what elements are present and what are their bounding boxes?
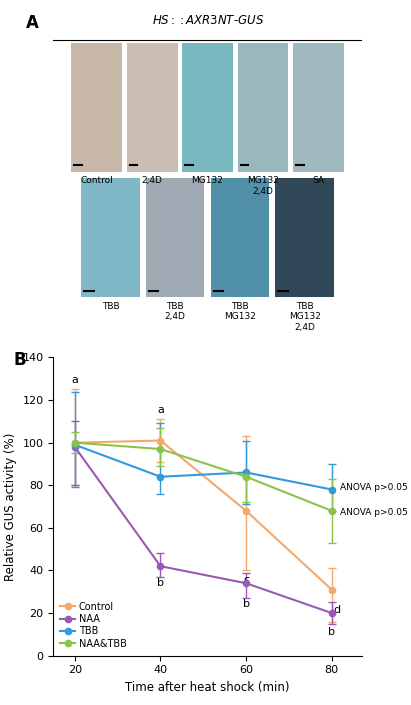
Bar bbox=[238, 43, 289, 171]
Text: a: a bbox=[157, 405, 164, 415]
Bar bbox=[89, 51, 104, 165]
Text: b: b bbox=[328, 627, 335, 637]
X-axis label: Time after heat shock (min): Time after heat shock (min) bbox=[125, 681, 290, 694]
Text: B: B bbox=[13, 352, 26, 369]
Text: ANOVA p>0.05: ANOVA p>0.05 bbox=[340, 483, 408, 492]
Bar bbox=[275, 178, 334, 298]
Bar bbox=[311, 51, 326, 165]
Y-axis label: Relative GUS activity (%): Relative GUS activity (%) bbox=[4, 432, 17, 581]
Text: ANOVA p>0.05: ANOVA p>0.05 bbox=[340, 508, 408, 517]
Bar bbox=[255, 51, 271, 165]
Text: a: a bbox=[72, 375, 78, 385]
Text: TBB: TBB bbox=[102, 302, 119, 311]
Bar bbox=[71, 43, 122, 171]
Bar bbox=[146, 178, 205, 298]
Text: TBB
MG132: TBB MG132 bbox=[224, 302, 256, 321]
Text: SA: SA bbox=[312, 176, 325, 185]
Text: b: b bbox=[157, 578, 164, 588]
Text: TBB
MG132
2,4D: TBB MG132 2,4D bbox=[289, 302, 321, 332]
Text: d: d bbox=[334, 604, 341, 615]
Legend: Control, NAA, TBB, NAA&TBB: Control, NAA, TBB, NAA&TBB bbox=[58, 600, 129, 651]
Bar bbox=[182, 43, 233, 171]
Bar bbox=[127, 43, 178, 171]
Text: MG132: MG132 bbox=[192, 176, 224, 185]
Text: b: b bbox=[242, 599, 249, 609]
Bar bbox=[144, 51, 160, 165]
Bar bbox=[81, 178, 140, 298]
Text: 2,4D: 2,4D bbox=[142, 176, 162, 185]
Text: A: A bbox=[25, 14, 39, 32]
Bar bbox=[200, 51, 215, 165]
Bar bbox=[211, 178, 269, 298]
Bar bbox=[293, 43, 344, 171]
Text: TBB
2,4D: TBB 2,4D bbox=[165, 302, 186, 321]
Text: Control: Control bbox=[80, 176, 113, 185]
Text: $\it{HS::AXR3NT}$-$\it{GUS}$: $\it{HS::AXR3NT}$-$\it{GUS}$ bbox=[152, 14, 263, 27]
Text: MG132
2,4D: MG132 2,4D bbox=[247, 176, 279, 196]
Text: c: c bbox=[243, 575, 249, 584]
